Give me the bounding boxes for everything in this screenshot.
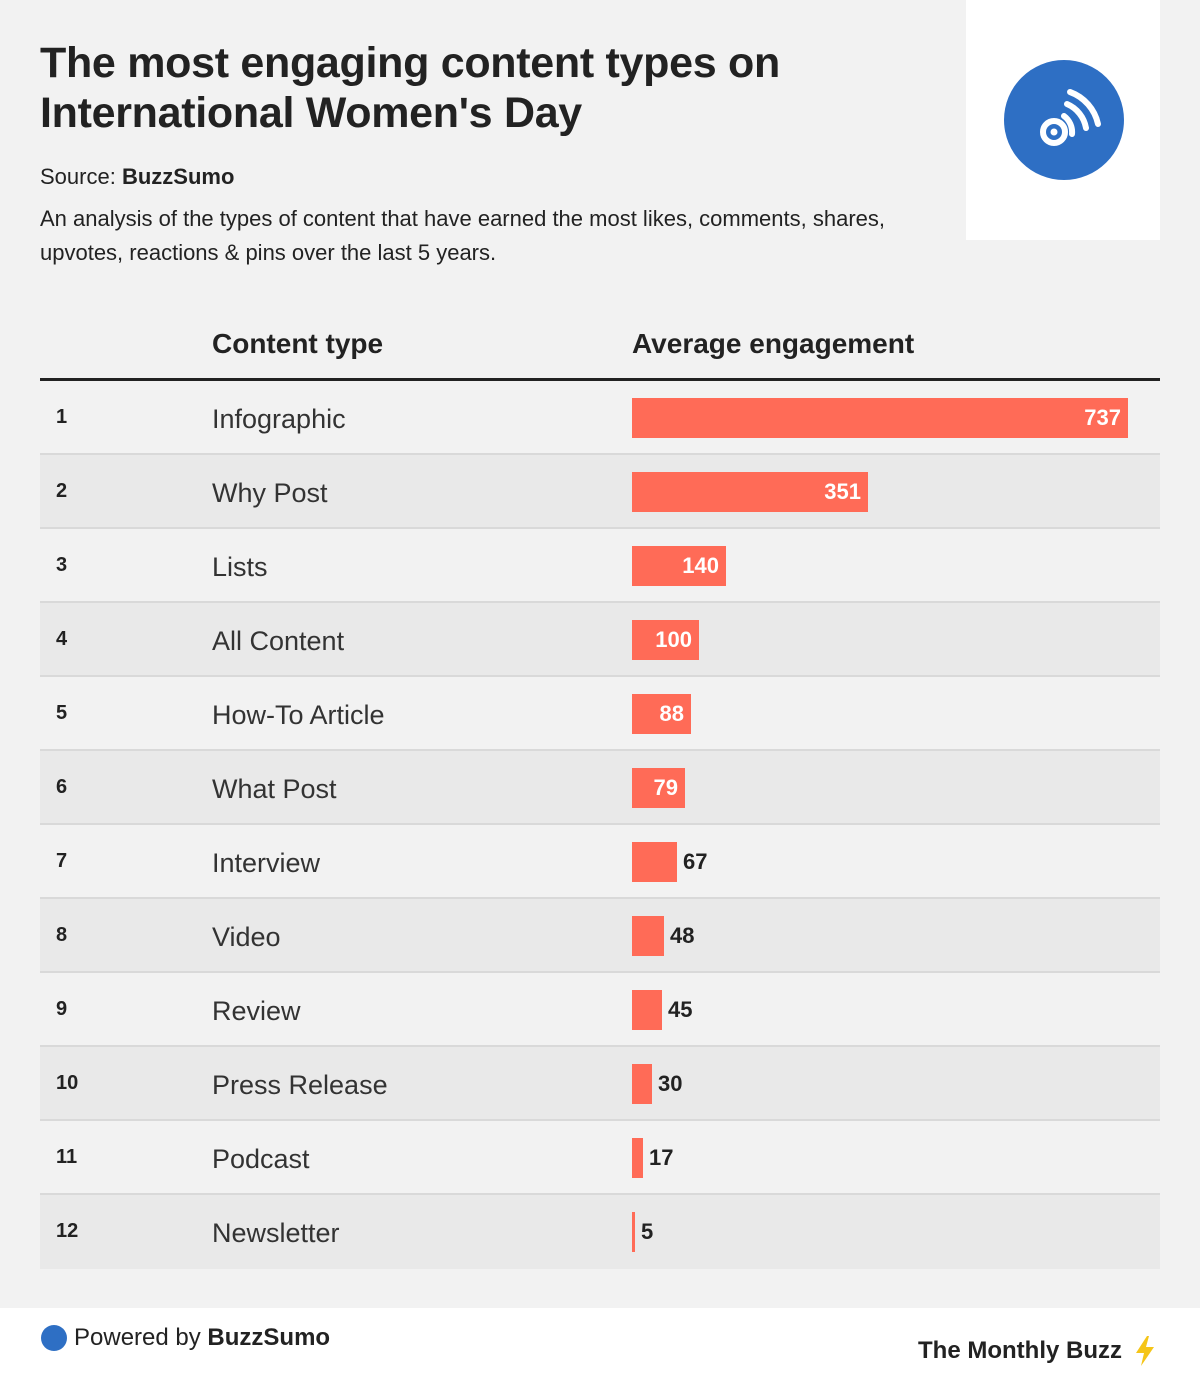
lightning-icon	[1136, 1336, 1154, 1366]
footer: Powered by BuzzSumo The Monthly Buzz	[0, 1308, 1200, 1390]
bar	[632, 546, 726, 586]
table-row: 5 How-To Article 88	[40, 677, 1160, 751]
category-label: Newsletter	[212, 1218, 340, 1248]
data-label: 100	[655, 627, 692, 652]
buzzsumo-logo-dot	[41, 1325, 67, 1351]
logo-panel	[966, 0, 1160, 240]
bar	[632, 990, 662, 1030]
source-line: Source: BuzzSumo	[40, 164, 920, 190]
bar	[632, 842, 677, 882]
category-label: How-To Article	[212, 700, 385, 730]
table-row: 7 Interview 67	[40, 825, 1160, 899]
data-label: 737	[1084, 405, 1121, 430]
chart-description: An analysis of the types of content that…	[40, 206, 886, 265]
rank-label: 7	[56, 850, 68, 872]
bar	[632, 620, 699, 660]
category-label: Press Release	[212, 1070, 388, 1100]
category-label: Podcast	[212, 1144, 310, 1174]
table-row: 3 Lists 140	[40, 529, 1160, 603]
data-label: 67	[683, 849, 708, 874]
category-label: Interview	[212, 848, 321, 878]
category-label: Video	[212, 922, 281, 952]
rank-label: 1	[56, 406, 68, 428]
data-label: 140	[682, 553, 719, 578]
table-row: 11 Podcast 17	[40, 1121, 1160, 1195]
bar	[632, 472, 868, 512]
rank-label: 12	[56, 1220, 79, 1242]
bar	[632, 694, 691, 734]
data-label: 45	[668, 997, 693, 1022]
category-label: What Post	[212, 774, 337, 804]
table-row: 1 Infographic 737	[40, 381, 1160, 455]
table-row: 2 Why Post 351	[40, 455, 1160, 529]
category-label: Infographic	[212, 404, 346, 434]
header: The most engaging content types on Inter…	[40, 38, 920, 270]
rank-label: 4	[56, 628, 68, 650]
data-label: 88	[659, 701, 684, 726]
data-label: 79	[653, 775, 678, 800]
column-header-average-engagement: Average engagement	[632, 328, 915, 359]
powered-by: Powered by BuzzSumo	[74, 1323, 330, 1353]
data-label: 5	[641, 1219, 654, 1244]
rank-label: 8	[56, 924, 68, 946]
rss-icon	[1004, 60, 1124, 180]
bar	[632, 1064, 652, 1104]
newsletter-name: The Monthly Buzz	[918, 1337, 1122, 1364]
powered-brand: BuzzSumo	[207, 1324, 331, 1351]
column-header-content-type: Content type	[212, 328, 384, 359]
bar	[632, 398, 1128, 438]
table-row: 8 Video 48	[40, 899, 1160, 973]
chart-title: The most engaging content types on Inter…	[40, 39, 780, 137]
bar	[632, 1212, 635, 1252]
table-row: 12 Newsletter 5	[40, 1195, 1160, 1269]
data-label: 351	[824, 479, 861, 504]
table-row: 6 What Post 79	[40, 751, 1160, 825]
category-label: Why Post	[212, 478, 328, 508]
data-label: 48	[670, 923, 695, 948]
table-row: 4 All Content 100	[40, 603, 1160, 677]
data-label: 30	[658, 1071, 683, 1096]
source-brand: BuzzSumo	[121, 164, 235, 189]
source-label: Source:	[40, 164, 116, 189]
rank-label: 2	[56, 480, 68, 502]
table-row: 9 Review 45	[40, 973, 1160, 1047]
rank-label: 11	[56, 1146, 78, 1168]
powered-label: Powered by	[74, 1324, 201, 1351]
bar	[632, 768, 685, 808]
category-label: Review	[212, 996, 301, 1026]
rank-label: 3	[56, 554, 68, 576]
header-divider	[40, 378, 1160, 381]
rank-label: 9	[56, 998, 68, 1020]
category-label: Lists	[212, 552, 268, 582]
bar	[632, 1138, 643, 1178]
category-label: All Content	[212, 626, 345, 656]
rank-label: 10	[56, 1072, 79, 1094]
table-row: 10 Press Release 30	[40, 1047, 1160, 1121]
rank-label: 5	[56, 702, 68, 724]
bar-table: 1 Infographic 737 2 Why Post 351 3 Lists 140 4 All…	[40, 381, 1160, 1269]
data-label: 17	[649, 1145, 674, 1170]
bar	[632, 916, 664, 956]
rank-label: 6	[56, 776, 68, 798]
